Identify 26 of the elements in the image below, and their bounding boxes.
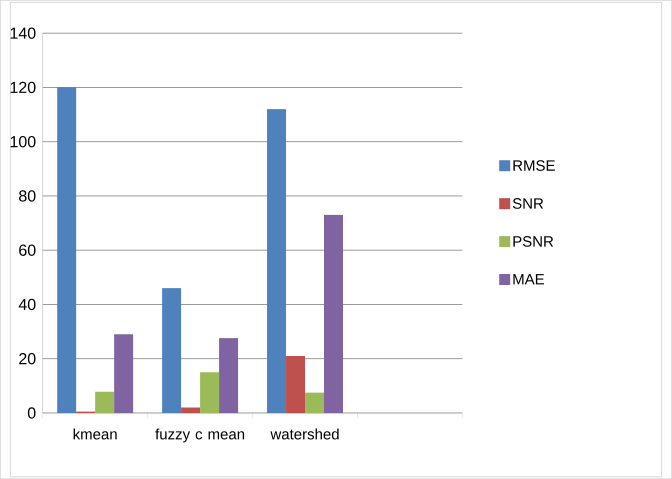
y-tick-label: 60 <box>19 244 36 256</box>
y-tick-label: 0 <box>28 407 36 419</box>
bar <box>181 407 200 413</box>
y-tick-label: 80 <box>19 190 36 202</box>
legend-label: PSNR <box>513 236 554 247</box>
bar <box>324 214 343 413</box>
legend-label: SNR <box>512 198 544 209</box>
bar <box>305 392 324 413</box>
bar <box>267 109 286 413</box>
x-tick-label: kmean <box>74 428 117 440</box>
x-tick-label: fuzzy c mean <box>155 428 244 442</box>
y-tick-label: 120 <box>10 82 36 94</box>
y-tick-label: 100 <box>10 136 36 148</box>
y-tick-label: 140 <box>10 27 36 39</box>
x-tick-label: watershed <box>270 428 339 440</box>
bar <box>114 334 134 413</box>
bar <box>200 372 220 413</box>
bar <box>95 392 114 413</box>
legend-label: MAE <box>513 274 544 284</box>
bar <box>162 288 182 413</box>
y-tick-label: 20 <box>19 352 36 364</box>
bar <box>57 87 76 413</box>
bar <box>286 356 306 413</box>
y-tick-label: 40 <box>18 298 36 310</box>
bar <box>219 338 238 413</box>
legend-label: RMSE <box>513 160 555 171</box>
